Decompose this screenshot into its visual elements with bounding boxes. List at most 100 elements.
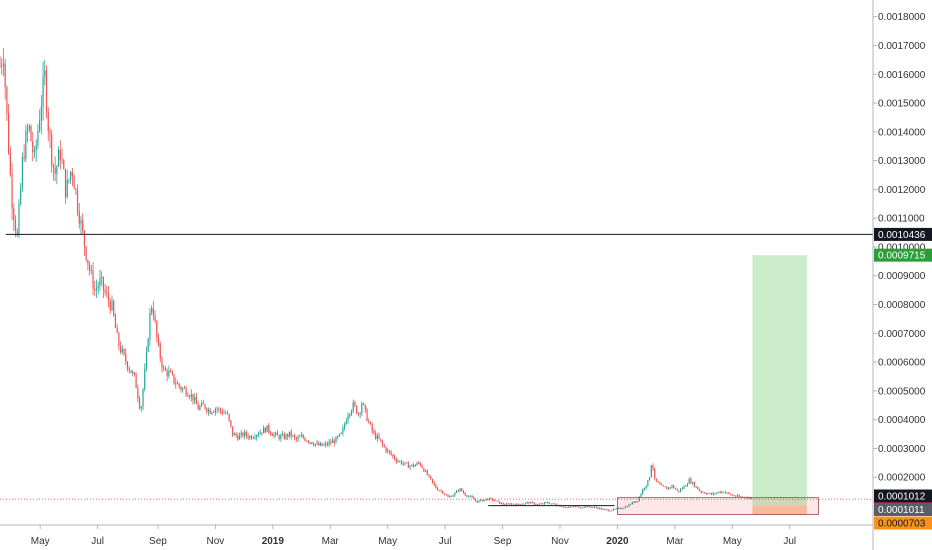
candle-body xyxy=(466,495,468,497)
candle-body xyxy=(102,277,104,290)
candle-body xyxy=(182,388,184,390)
price-tick-label: 0.0009000 xyxy=(878,271,926,282)
candle-body xyxy=(609,510,611,512)
candle-body xyxy=(655,478,658,482)
candle-body xyxy=(735,495,737,497)
candle-body xyxy=(538,503,540,505)
candle-body xyxy=(299,436,301,438)
candle-body xyxy=(393,456,396,460)
candle-body xyxy=(52,164,55,168)
candle-body xyxy=(83,230,86,247)
candle-body xyxy=(118,333,120,347)
candle-body xyxy=(716,492,718,494)
candle-body xyxy=(731,494,733,496)
price-tick-label: 0.0016000 xyxy=(878,70,926,81)
time-axis[interactable]: May Jul Sep Nov 2019 Mar May Jul Sep Nov 2020 Mar Ma… xyxy=(31,525,796,547)
candle-body xyxy=(554,503,556,505)
candle-body xyxy=(145,351,148,369)
candle-body xyxy=(440,490,442,492)
candle-body xyxy=(113,300,115,316)
candle-body xyxy=(290,431,292,437)
candle-body xyxy=(490,498,492,499)
candle-body xyxy=(63,160,65,170)
candle-body xyxy=(247,435,249,439)
candle-body xyxy=(21,157,23,188)
candle-body xyxy=(666,487,668,490)
candle-body xyxy=(352,402,354,411)
consolidation-range-box[interactable] xyxy=(617,497,819,515)
candle-body xyxy=(636,501,639,503)
candle-body xyxy=(192,394,194,401)
candle-body xyxy=(414,464,416,467)
candle-body xyxy=(230,420,232,427)
candle-body xyxy=(659,482,661,485)
candle-body xyxy=(368,420,370,422)
time-tick-label: Jul xyxy=(439,536,452,547)
candle-body xyxy=(640,493,642,497)
candle-body xyxy=(549,503,551,505)
candle-body xyxy=(51,134,53,165)
candle-body xyxy=(381,440,384,445)
candle-body xyxy=(128,368,130,371)
candle-body xyxy=(669,487,671,489)
candle-body xyxy=(200,402,203,407)
candle-body xyxy=(245,431,247,436)
drawing-overlays[interactable] xyxy=(0,233,873,515)
candle-body xyxy=(199,406,201,410)
candle-body xyxy=(152,308,154,316)
candle-body xyxy=(147,338,149,352)
candle-body xyxy=(263,427,265,434)
candle-body xyxy=(180,386,182,390)
candle-body xyxy=(392,454,394,457)
candle-body xyxy=(330,441,332,443)
candle-body xyxy=(480,499,482,501)
candle-body xyxy=(6,86,8,114)
candle-body xyxy=(271,434,273,436)
candle-body xyxy=(28,125,30,130)
candle-body xyxy=(631,502,633,505)
price-badge xyxy=(874,227,932,241)
candle-body xyxy=(512,503,515,505)
candle-body xyxy=(104,289,106,293)
candle-body xyxy=(45,70,48,113)
candle-body xyxy=(216,408,218,410)
candle-body xyxy=(578,506,580,508)
price-tick-label: 0.0003000 xyxy=(878,444,926,455)
candle-body xyxy=(366,409,368,421)
candle-body xyxy=(233,433,235,436)
candle-body xyxy=(452,495,454,497)
candle-body xyxy=(304,437,306,441)
candle-body xyxy=(218,408,220,410)
price-tick-label: 0.0007000 xyxy=(878,329,926,340)
long-position-profit-zone[interactable] xyxy=(752,255,807,506)
candle-body xyxy=(123,349,125,354)
candle-body xyxy=(376,435,378,439)
candle-body xyxy=(599,507,601,509)
candle-body xyxy=(635,501,637,503)
long-position-stop-zone[interactable] xyxy=(752,505,807,515)
price-axis[interactable]: 0.0018000 0.0017000 0.0016000 0.0015000 0.00… xyxy=(873,12,926,484)
candle-body xyxy=(397,461,399,463)
candle-body xyxy=(423,468,425,472)
candle-body xyxy=(337,436,339,438)
candle-body xyxy=(399,461,401,462)
candle-body xyxy=(569,506,571,508)
candle-body xyxy=(80,220,82,224)
price-badge xyxy=(874,248,932,262)
candle-body xyxy=(697,486,699,490)
candle-body xyxy=(707,493,709,495)
candle-body xyxy=(4,63,6,87)
price-badge-label: 0.0001012 xyxy=(878,492,926,503)
candle-body xyxy=(369,421,372,425)
candle-body xyxy=(342,427,344,433)
candle-body xyxy=(733,495,735,496)
candle-body xyxy=(700,490,702,493)
candle-body xyxy=(237,435,239,440)
candle-body xyxy=(676,489,678,491)
candle-body xyxy=(173,374,175,383)
candle-body xyxy=(316,442,318,444)
candle-body xyxy=(269,431,272,435)
price-tick-label: 0.0004000 xyxy=(878,415,926,426)
candle-body xyxy=(728,492,730,494)
